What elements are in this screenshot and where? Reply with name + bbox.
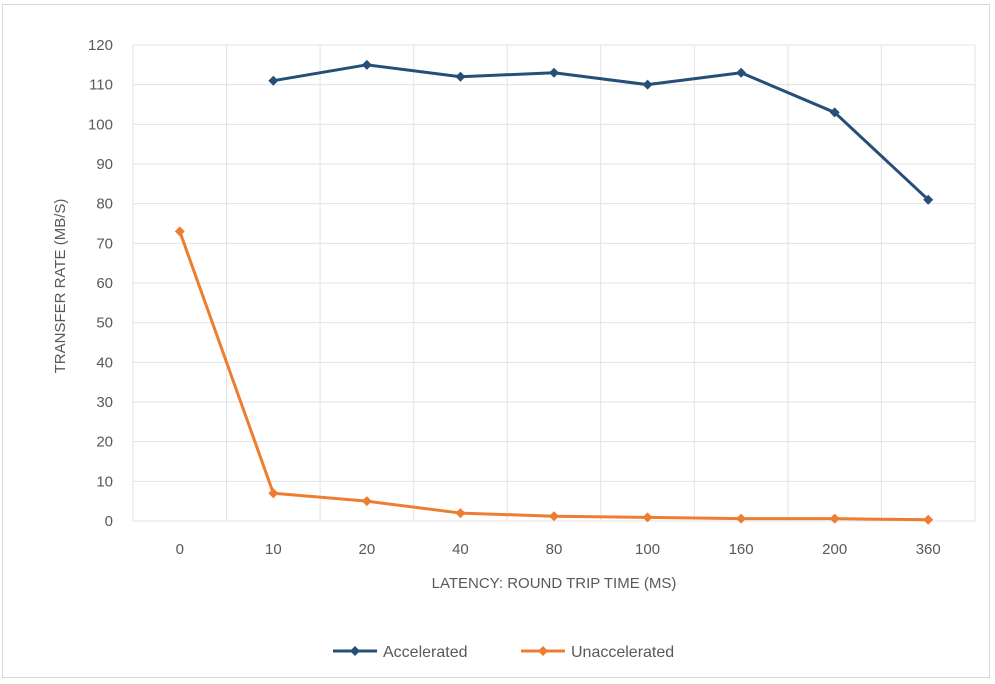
y-tick-label: 80 <box>96 196 113 213</box>
data-point-accelerated <box>736 67 747 78</box>
y-axis-label: TRANSFER RATE (MB/S) <box>52 199 69 374</box>
y-tick-label: 10 <box>96 473 113 490</box>
x-tick-label: 40 <box>452 541 469 558</box>
y-tick-label: 120 <box>88 37 113 54</box>
data-point-accelerated <box>923 194 934 205</box>
x-tick-label: 80 <box>546 541 563 558</box>
data-point-unaccelerated <box>268 488 279 499</box>
x-tick-labels: 0 10 20 40 80 100 160 200 360 <box>176 541 941 558</box>
x-axis-label: LATENCY: ROUND TRIP TIME (MS) <box>432 575 677 592</box>
legend-marker <box>538 646 548 656</box>
data-point-accelerated <box>829 107 840 118</box>
x-tick-label: 0 <box>176 541 184 558</box>
x-tick-label: 20 <box>359 541 376 558</box>
y-tick-label: 100 <box>88 116 113 133</box>
y-tick-label: 60 <box>96 275 113 292</box>
data-point-unaccelerated <box>361 496 372 507</box>
data-point-unaccelerated <box>174 226 185 237</box>
legend-marker <box>350 646 360 656</box>
data-point-unaccelerated <box>549 511 559 522</box>
legend: Accelerated Unaccelerated <box>333 644 674 661</box>
y-tick-label: 30 <box>96 394 113 411</box>
data-point-accelerated <box>268 75 279 86</box>
y-tick-label: 50 <box>96 315 113 332</box>
y-tick-label: 70 <box>96 235 113 252</box>
y-tick-label: 90 <box>96 156 113 173</box>
y-tick-label: 110 <box>89 77 113 94</box>
legend-label: Unaccelerated <box>571 644 674 661</box>
y-tick-label: 20 <box>96 434 113 451</box>
y-tick-label: 40 <box>96 354 113 371</box>
data-point-unaccelerated <box>736 513 747 524</box>
series-lines <box>174 59 934 525</box>
x-tick-label: 100 <box>635 541 660 558</box>
data-point-accelerated <box>642 79 653 90</box>
y-tick-label: 0 <box>105 513 113 530</box>
data-point-unaccelerated <box>829 513 840 524</box>
line-chart: 0 10 20 30 40 50 60 70 80 90 100 110 120 0 10 20 40 80 10… <box>52 37 976 661</box>
legend-label: Accelerated <box>383 644 468 661</box>
x-tick-label: 160 <box>729 541 754 558</box>
x-tick-label: 360 <box>916 541 941 558</box>
data-point-accelerated <box>455 71 466 82</box>
data-point-unaccelerated <box>923 514 934 525</box>
x-tick-label: 10 <box>265 541 282 558</box>
chart-frame: 0 10 20 30 40 50 60 70 80 90 100 110 120 0 10 20 40 80 10… <box>2 4 990 678</box>
data-point-unaccelerated <box>642 512 653 523</box>
series-line-unaccelerated <box>178 230 929 522</box>
data-point-accelerated <box>549 67 559 78</box>
data-point-accelerated <box>361 59 372 70</box>
x-tick-label: 200 <box>822 541 847 558</box>
data-point-unaccelerated <box>455 508 466 519</box>
series-line-accelerated <box>273 63 930 201</box>
y-tick-labels: 0 10 20 30 40 50 60 70 80 90 100 110 120 <box>88 37 113 530</box>
